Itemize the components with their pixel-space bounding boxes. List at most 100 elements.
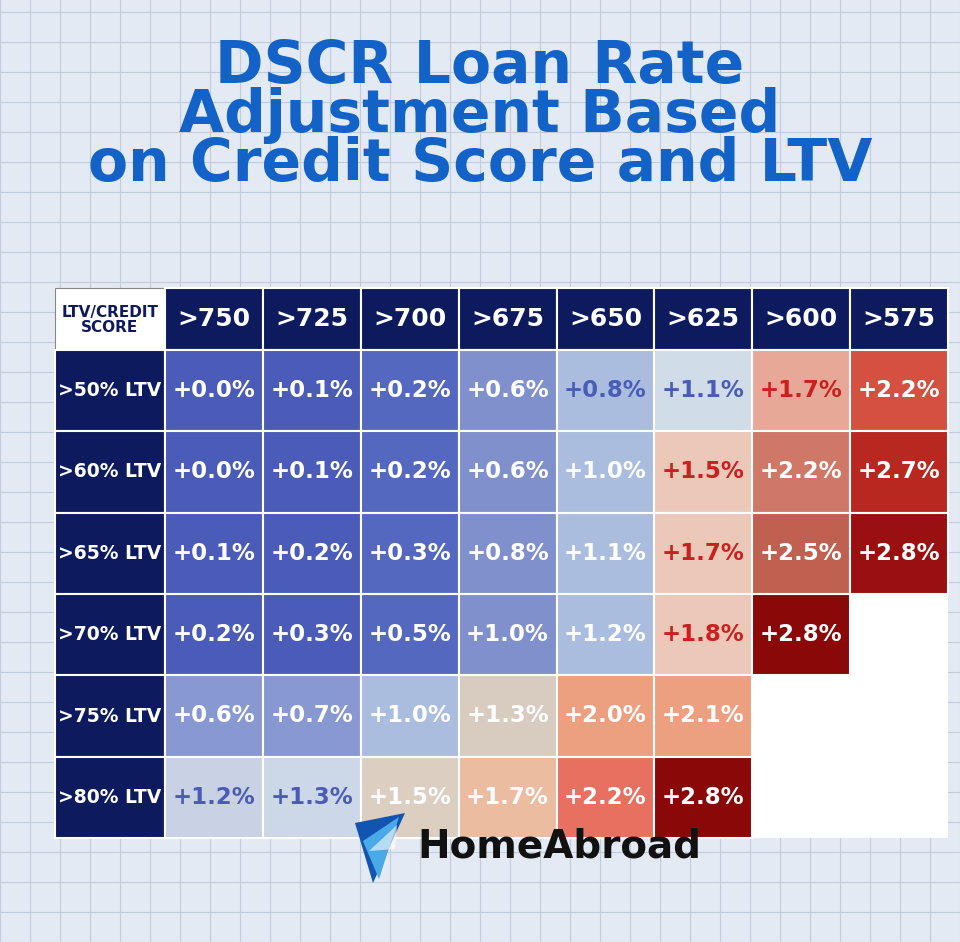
Text: +1.3%: +1.3% xyxy=(467,705,549,727)
Text: +1.7%: +1.7% xyxy=(467,786,549,809)
Bar xyxy=(165,594,263,675)
Bar xyxy=(753,288,851,350)
Bar xyxy=(361,756,459,838)
Bar xyxy=(165,675,263,756)
Text: +2.1%: +2.1% xyxy=(662,705,745,727)
Text: Adjustment Based: Adjustment Based xyxy=(180,88,780,144)
Text: +0.3%: +0.3% xyxy=(369,542,451,565)
Text: DSCR Loan Rate: DSCR Loan Rate xyxy=(215,39,745,95)
Text: +2.2%: +2.2% xyxy=(564,786,647,809)
Text: on Credit Score and LTV: on Credit Score and LTV xyxy=(87,137,873,193)
Bar xyxy=(55,675,165,756)
Text: +0.8%: +0.8% xyxy=(467,542,549,565)
Bar xyxy=(55,288,165,350)
Text: +0.7%: +0.7% xyxy=(271,705,353,727)
Bar xyxy=(165,288,263,350)
Text: +0.1%: +0.1% xyxy=(271,461,353,483)
Bar xyxy=(55,756,165,838)
Bar xyxy=(557,512,655,594)
Bar xyxy=(753,594,851,675)
Text: +0.2%: +0.2% xyxy=(173,624,255,646)
Bar xyxy=(851,288,948,350)
Bar xyxy=(55,594,165,675)
Bar xyxy=(165,431,263,512)
Polygon shape xyxy=(369,825,397,851)
Text: +0.6%: +0.6% xyxy=(467,461,549,483)
Text: SCORE: SCORE xyxy=(82,320,138,335)
Text: >625: >625 xyxy=(667,307,740,331)
Bar xyxy=(753,512,851,594)
Text: +2.2%: +2.2% xyxy=(857,380,941,402)
Text: +1.8%: +1.8% xyxy=(662,624,745,646)
Polygon shape xyxy=(363,817,399,879)
Text: HomeAbroad: HomeAbroad xyxy=(417,828,701,866)
Text: +1.0%: +1.0% xyxy=(467,624,549,646)
Bar xyxy=(753,350,851,431)
Polygon shape xyxy=(355,813,405,883)
Text: +0.0%: +0.0% xyxy=(173,380,255,402)
Text: +0.8%: +0.8% xyxy=(564,380,647,402)
Bar xyxy=(55,350,165,431)
Bar xyxy=(263,288,361,350)
Text: +2.5%: +2.5% xyxy=(759,542,843,565)
Text: >65% LTV: >65% LTV xyxy=(59,544,161,562)
Text: +2.8%: +2.8% xyxy=(662,786,745,809)
Bar xyxy=(851,512,948,594)
Bar xyxy=(361,288,459,350)
Bar xyxy=(655,350,753,431)
Text: >575: >575 xyxy=(863,307,936,331)
Bar xyxy=(557,431,655,512)
Text: >60% LTV: >60% LTV xyxy=(59,463,161,481)
Text: +1.0%: +1.0% xyxy=(564,461,647,483)
Text: +1.0%: +1.0% xyxy=(369,705,451,727)
Bar xyxy=(851,350,948,431)
Bar xyxy=(263,512,361,594)
Bar xyxy=(263,756,361,838)
Text: +1.7%: +1.7% xyxy=(661,542,745,565)
Bar xyxy=(263,431,361,512)
Bar xyxy=(361,675,459,756)
Text: >750: >750 xyxy=(178,307,251,331)
Bar xyxy=(55,431,165,512)
Text: +0.0%: +0.0% xyxy=(173,461,255,483)
Bar xyxy=(753,431,851,512)
Bar xyxy=(655,675,753,756)
Bar xyxy=(459,594,557,675)
Text: >75% LTV: >75% LTV xyxy=(59,706,161,725)
Text: >725: >725 xyxy=(276,307,348,331)
Bar xyxy=(851,431,948,512)
Bar xyxy=(55,512,165,594)
Bar xyxy=(557,350,655,431)
Text: +1.7%: +1.7% xyxy=(759,380,843,402)
Bar xyxy=(361,512,459,594)
Text: >600: >600 xyxy=(764,307,838,331)
Text: +2.8%: +2.8% xyxy=(857,542,941,565)
Text: +0.3%: +0.3% xyxy=(271,624,353,646)
Text: +1.1%: +1.1% xyxy=(564,542,647,565)
Text: +2.2%: +2.2% xyxy=(760,461,843,483)
Bar xyxy=(459,512,557,594)
Bar xyxy=(361,594,459,675)
Text: +0.6%: +0.6% xyxy=(173,705,255,727)
Bar xyxy=(459,756,557,838)
Text: +1.2%: +1.2% xyxy=(564,624,647,646)
Text: LTV/CREDIT: LTV/CREDIT xyxy=(61,304,158,319)
Text: +0.2%: +0.2% xyxy=(369,461,451,483)
Bar xyxy=(263,350,361,431)
Text: >675: >675 xyxy=(471,307,544,331)
Bar xyxy=(557,675,655,756)
Text: +0.6%: +0.6% xyxy=(467,380,549,402)
Bar xyxy=(459,431,557,512)
Text: >700: >700 xyxy=(373,307,446,331)
Bar xyxy=(655,512,753,594)
Text: +2.8%: +2.8% xyxy=(760,624,843,646)
Text: >80% LTV: >80% LTV xyxy=(59,788,161,807)
Bar xyxy=(655,288,753,350)
Text: +1.5%: +1.5% xyxy=(369,786,451,809)
Text: >50% LTV: >50% LTV xyxy=(59,382,161,400)
Bar xyxy=(459,288,557,350)
Bar xyxy=(263,594,361,675)
Text: +2.0%: +2.0% xyxy=(564,705,647,727)
Text: +0.2%: +0.2% xyxy=(369,380,451,402)
Bar xyxy=(655,431,753,512)
